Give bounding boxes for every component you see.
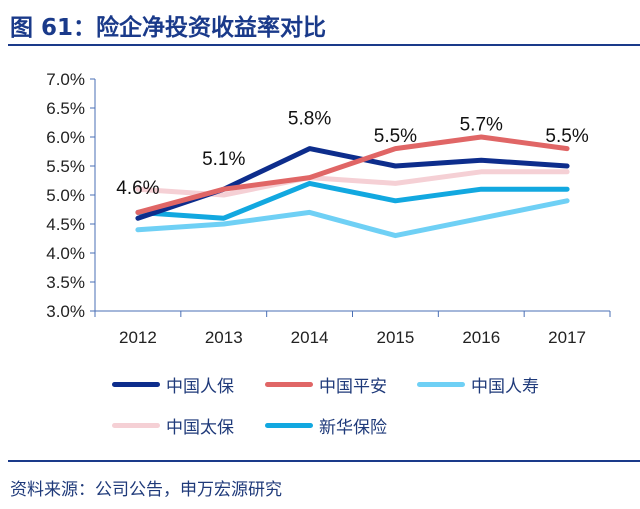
legend-label: 中国人保 — [166, 377, 234, 397]
y-tick-label: 7.0% — [46, 70, 85, 89]
y-tick-label: 5.0% — [46, 186, 85, 205]
y-tick-label: 4.0% — [46, 244, 85, 263]
y-tick-label: 6.5% — [46, 99, 85, 118]
y-tick-label: 5.5% — [46, 157, 85, 176]
y-tick-label: 4.5% — [46, 215, 85, 234]
line-chart: 3.0% 3.5% 4.0% 4.5% 5.0% 5.5% 6.0% 6.5% 7.0% 2012… — [46, 70, 611, 347]
x-tick-label: 2017 — [548, 328, 586, 347]
data-label: 5.5% — [374, 126, 417, 147]
y-tick-label: 3.0% — [46, 302, 85, 321]
x-tick-label: 2012 — [119, 328, 157, 347]
series-line-1 — [135, 134, 570, 215]
source-note: 资料来源：公司公告，申万宏源研究 — [10, 480, 282, 500]
legend-item: 新华保险 — [265, 413, 387, 438]
legend-label: 中国平安 — [319, 377, 387, 397]
source-divider — [8, 460, 640, 462]
data-label: 4.6% — [116, 178, 159, 199]
x-tick-label: 2014 — [291, 328, 329, 347]
title-divider — [8, 44, 640, 46]
series-line-4 — [135, 180, 570, 221]
x-tick-label: 2015 — [377, 328, 415, 347]
legend-label: 中国人寿 — [471, 377, 539, 397]
legend-swatch — [112, 382, 160, 387]
legend-item: 中国平安 — [265, 372, 387, 397]
data-label: 5.7% — [460, 114, 503, 135]
legend-item: 中国太保 — [112, 413, 234, 438]
figure-title: 图 61：险企净投资收益率对比 — [10, 15, 327, 41]
data-label: 5.5% — [545, 126, 588, 147]
legend-item: 中国人寿 — [417, 372, 539, 397]
data-label: 5.1% — [202, 149, 245, 170]
legend-swatch — [417, 382, 465, 387]
x-tick-label: 2016 — [462, 328, 500, 347]
legend-item: 中国人保 — [112, 372, 234, 397]
legend-swatch — [265, 423, 313, 428]
series-line-2 — [135, 198, 570, 239]
y-tick-label: 6.0% — [46, 128, 85, 147]
data-label: 5.8% — [288, 109, 331, 130]
y-tick-label: 3.5% — [46, 273, 85, 292]
legend-swatch — [265, 382, 313, 387]
x-tick-label: 2013 — [205, 328, 243, 347]
legend-label: 中国太保 — [166, 418, 234, 438]
legend-swatch — [112, 423, 160, 428]
legend-label: 新华保险 — [319, 418, 387, 438]
